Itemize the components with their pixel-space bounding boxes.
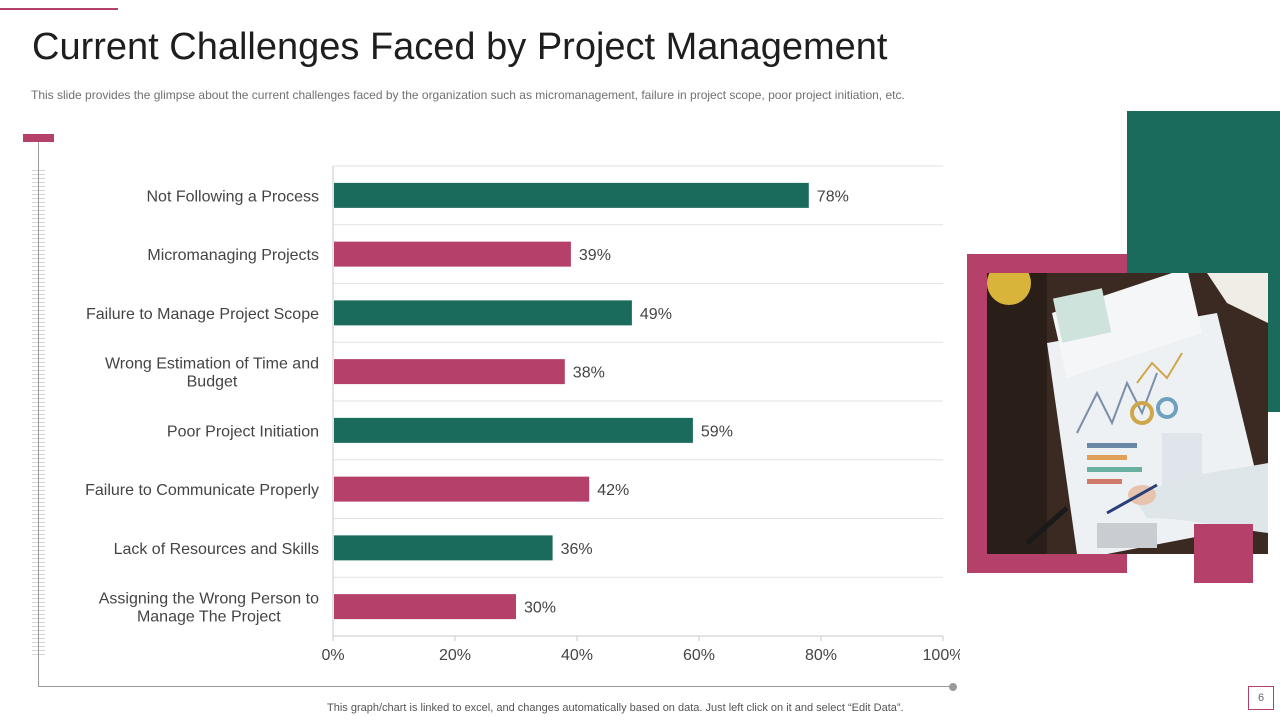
page-number: 6 [1248, 686, 1274, 710]
decorative-vertical-line [38, 142, 39, 687]
category-label-line: Lack of Resources and Skills [114, 541, 319, 558]
category-label-line: Not Following a Process [146, 188, 319, 205]
category-label: Not Following a Process [146, 188, 319, 205]
category-label: Micromanaging Projects [147, 247, 319, 264]
bar[interactable] [334, 300, 632, 326]
top-accent-line [0, 8, 118, 10]
decorative-tab [23, 134, 54, 142]
category-label: Poor Project Initiation [167, 423, 319, 440]
category-label-line: Budget [187, 374, 238, 391]
x-tick-label: 100% [923, 647, 960, 664]
decorative-horizontal-line [38, 686, 952, 687]
bar-value-label: 39% [579, 247, 611, 264]
bar[interactable] [334, 535, 553, 561]
x-tick-label: 80% [805, 647, 837, 664]
slide-title: Current Challenges Faced by Project Mana… [32, 26, 888, 68]
bar-layer [334, 182, 809, 620]
bar-value-label: 78% [817, 188, 849, 205]
decorative-pink-square [1194, 524, 1253, 583]
office-desk-photo [987, 273, 1268, 554]
category-label-line: Poor Project Initiation [167, 423, 319, 440]
bar-value-label: 42% [597, 482, 629, 499]
bar-value-label: 30% [524, 600, 556, 617]
bar-value-label: 59% [701, 423, 733, 440]
bar[interactable] [334, 417, 693, 443]
category-label: Failure to Manage Project Scope [86, 306, 319, 323]
category-label-line: Failure to Communicate Properly [85, 482, 319, 499]
category-label-line: Assigning the Wrong Person to [99, 591, 319, 608]
category-label: Wrong Estimation of Time and Budget [105, 356, 319, 391]
category-label: Assigning the Wrong Person to Manage The … [99, 591, 319, 626]
bar[interactable] [334, 359, 565, 385]
x-tick-label: 0% [321, 647, 344, 664]
x-tick-label: 20% [439, 647, 471, 664]
label-layer: 0% 20% 40% 60% 80% 100% 78% Not Following a Pro… [85, 188, 960, 664]
category-label: Failure to Communicate Properly [85, 482, 319, 499]
category-label-line: Failure to Manage Project Scope [86, 306, 319, 323]
category-label: Lack of Resources and Skills [114, 541, 319, 558]
chart-footnote: This graph/chart is linked to excel, and… [327, 702, 904, 714]
category-label-line: Manage The Project [137, 609, 281, 626]
bar-value-label: 36% [561, 541, 593, 558]
x-tick-label: 40% [561, 647, 593, 664]
category-label-line: Micromanaging Projects [147, 247, 319, 264]
bar-value-label: 49% [640, 306, 672, 323]
category-label-line: Wrong Estimation of Time and [105, 356, 319, 373]
bar[interactable] [334, 594, 516, 620]
x-tick-label: 60% [683, 647, 715, 664]
bar-chart[interactable]: 0% 20% 40% 60% 80% 100% 78% Not Following a Pro… [0, 150, 960, 670]
decorative-dot [949, 683, 957, 691]
slide-subtitle: This slide provides the glimpse about th… [31, 88, 905, 102]
bar[interactable] [334, 241, 571, 267]
bar-value-label: 38% [573, 365, 605, 382]
grid-layer [332, 165, 944, 641]
bar[interactable] [334, 182, 809, 208]
bar[interactable] [334, 476, 590, 502]
